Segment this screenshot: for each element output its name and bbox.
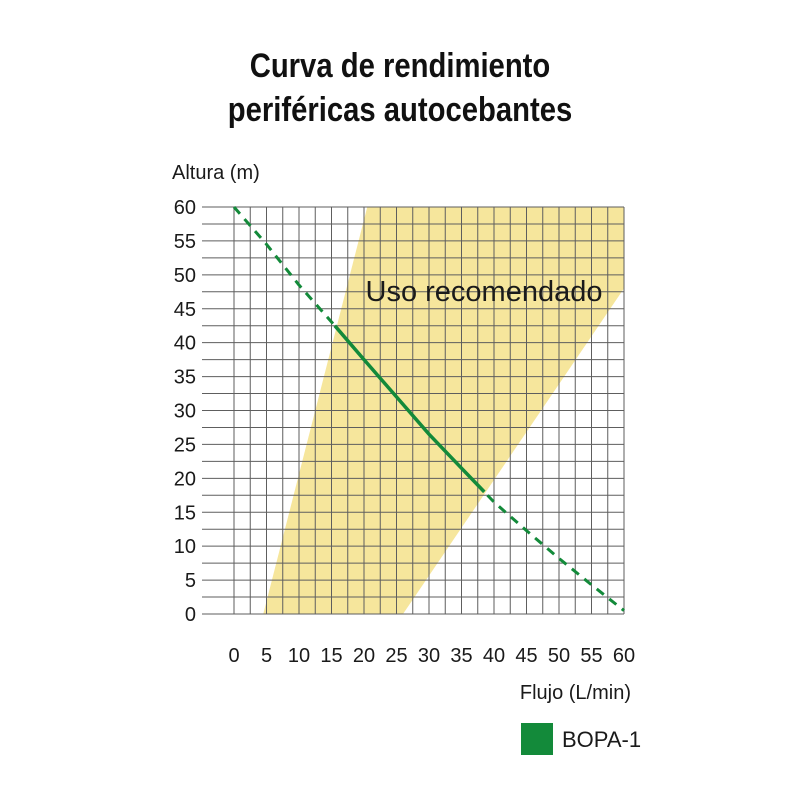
recommended-region-label: Uso recomendado (366, 276, 603, 308)
y-tick-label: 40 (174, 333, 196, 355)
x-tick-label: 10 (288, 645, 310, 667)
y-tick-label: 55 (174, 231, 196, 253)
chart-title-line-2: periféricas autocebantes (227, 91, 573, 129)
y-tick-label: 60 (174, 197, 196, 219)
y-tick-label: 35 (174, 367, 196, 389)
x-tick-label: 55 (580, 645, 602, 667)
x-tick-label: 20 (353, 645, 375, 667)
y-tick-label: 10 (174, 536, 196, 558)
y-tick-label: 45 (174, 299, 196, 321)
x-tick-label: 35 (450, 645, 472, 667)
grid (202, 206, 625, 615)
x-tick-label: 45 (515, 645, 537, 667)
series-line-solid (333, 324, 486, 494)
y-axis-title: Altura (m) (172, 162, 260, 184)
curve-layer (232, 206, 625, 612)
x-tick-label: 30 (418, 645, 440, 667)
y-tick-label: 25 (174, 434, 196, 456)
y-tick-label: 50 (174, 265, 196, 287)
x-tick-label: 50 (548, 645, 570, 667)
chart-title-line-1: Curva de rendimiento (249, 47, 551, 85)
x-axis-title: Flujo (L/min) (520, 682, 631, 704)
y-tick-label: 5 (185, 570, 196, 592)
x-tick-label: 60 (613, 645, 635, 667)
x-tick-label: 15 (320, 645, 342, 667)
x-tick-label: 5 (261, 645, 272, 667)
y-tick-label: 15 (174, 502, 196, 524)
x-tick-label: 25 (385, 645, 407, 667)
y-tick-label: 30 (174, 401, 196, 423)
legend: BOPA-1 (521, 723, 641, 755)
legend-label: BOPA-1 (562, 727, 641, 752)
y-tick-label: 0 (185, 604, 196, 626)
y-tick-label: 20 (174, 468, 196, 490)
legend-swatch (521, 723, 553, 755)
chart-title: Curva de rendimiento periféricas autoceb… (56, 44, 744, 132)
x-tick-label: 0 (228, 645, 239, 667)
x-tick-label: 40 (483, 645, 505, 667)
